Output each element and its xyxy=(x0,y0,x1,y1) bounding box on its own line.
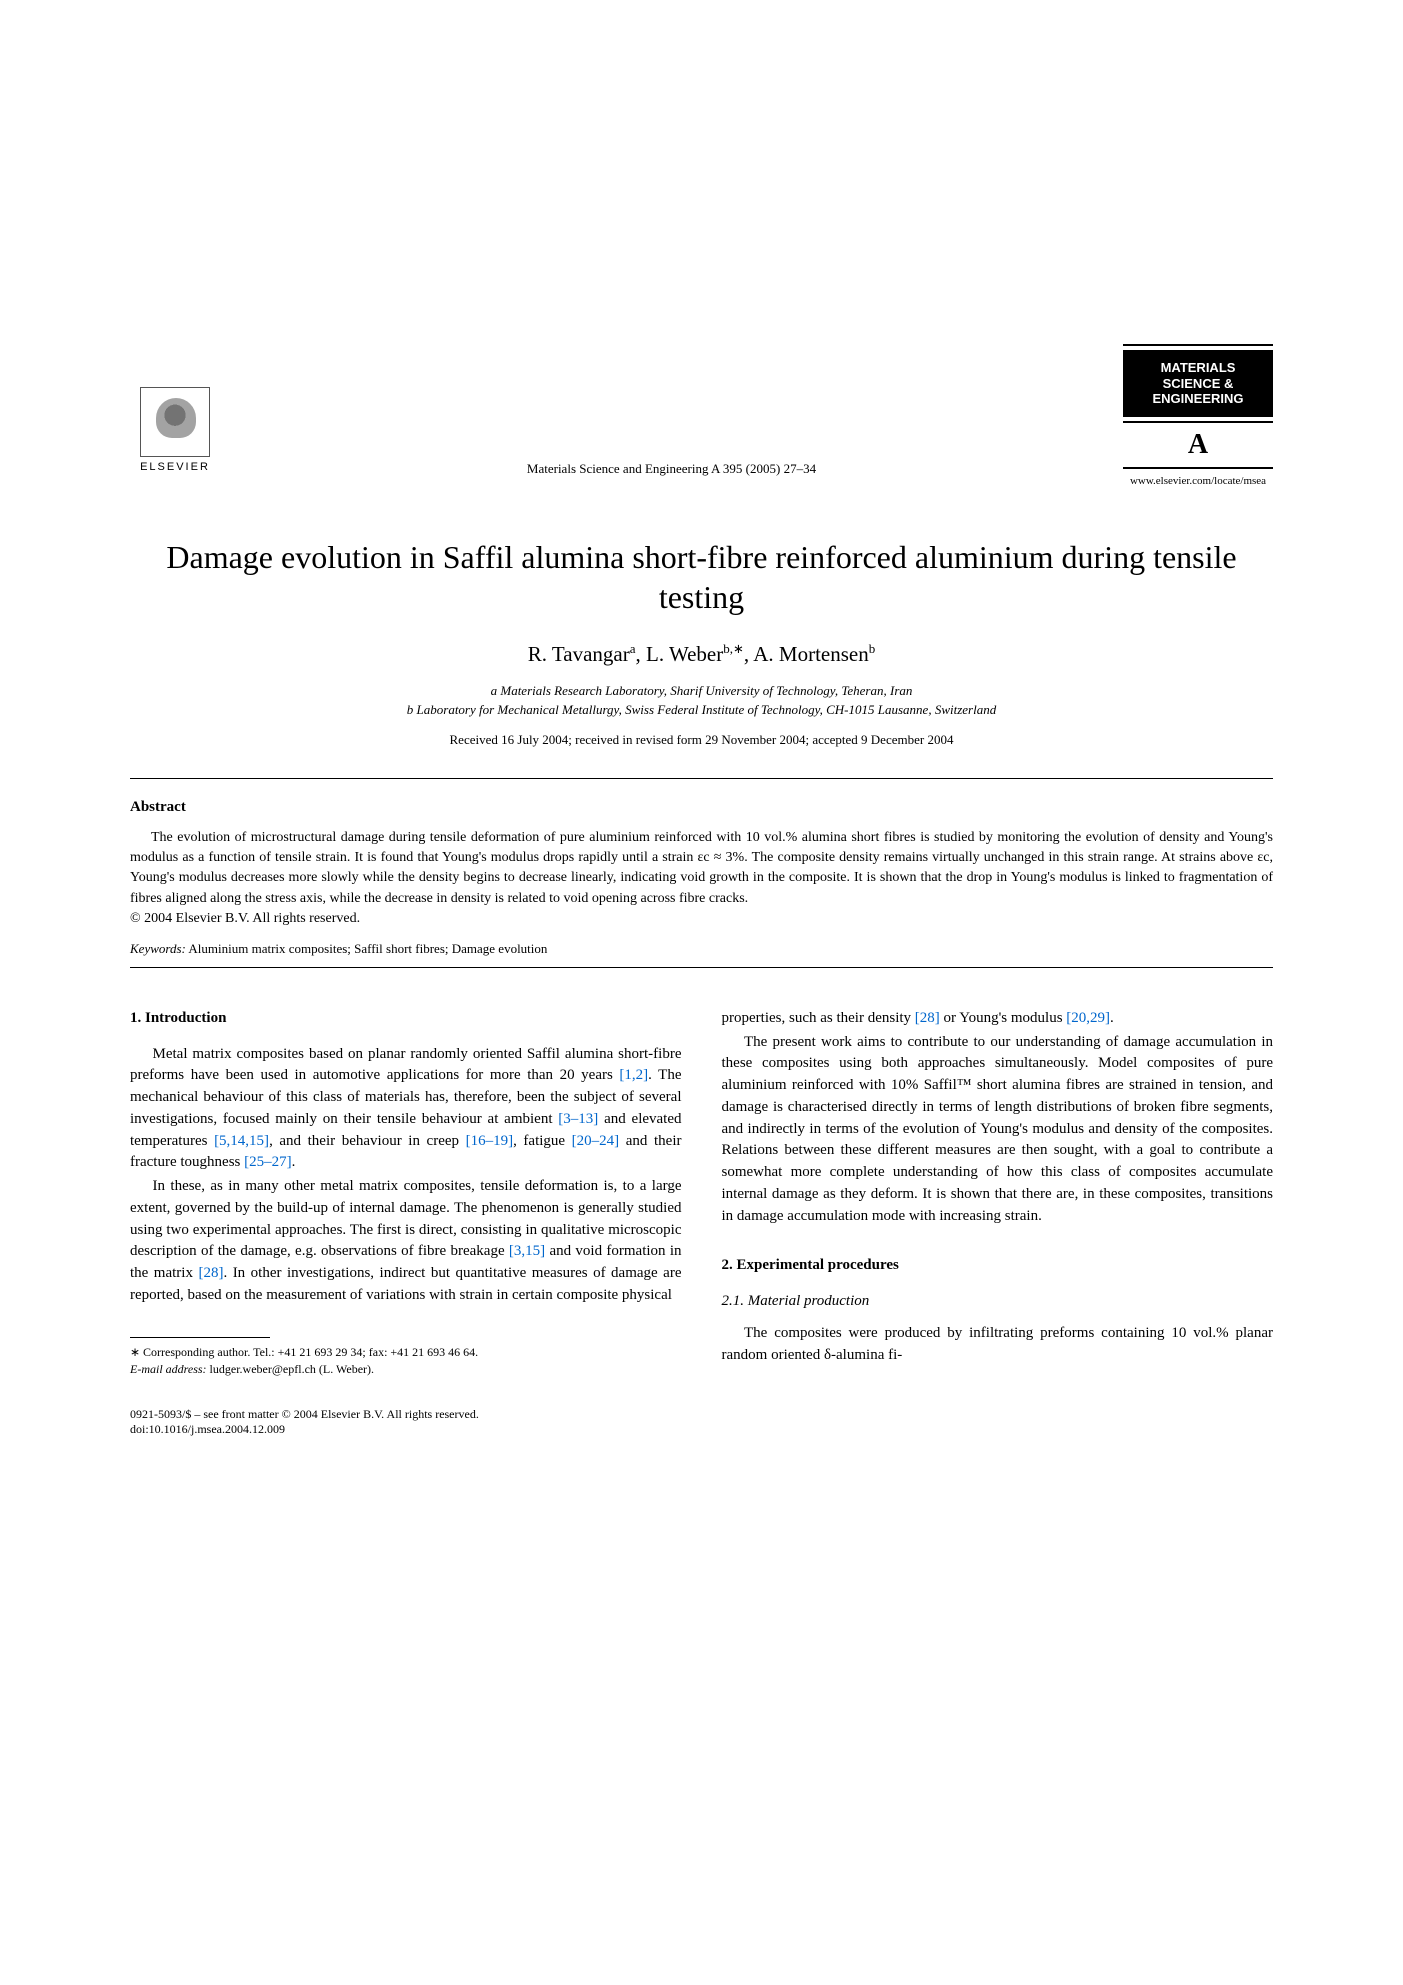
abstract-heading: Abstract xyxy=(130,799,1273,816)
abstract-text: The evolution of microstructural damage … xyxy=(130,828,1273,909)
affiliations: a Materials Research Laboratory, Sharif … xyxy=(130,681,1273,720)
copyright: © 2004 Elsevier B.V. All rights reserved… xyxy=(130,911,1273,927)
keywords: Keywords: Aluminium matrix composites; S… xyxy=(130,941,1273,957)
intro-para-1: Metal matrix composites based on planar … xyxy=(130,1044,682,1175)
journal-logo-letter: A xyxy=(1123,427,1273,463)
footer-line-2: doi:10.1016/j.msea.2004.12.009 xyxy=(130,1422,1273,1437)
email-footnote: E-mail address: ludger.weber@epfl.ch (L.… xyxy=(130,1361,682,1378)
journal-logo-line3: ENGINEERING xyxy=(1129,391,1267,407)
section-2-1-heading: 2.1. Material production xyxy=(722,1291,1274,1313)
exp-para-1: The composites were produced by infiltra… xyxy=(722,1323,1274,1367)
journal-logo-box: MATERIALS SCIENCE & ENGINEERING xyxy=(1123,350,1273,417)
left-column: 1. Introduction Metal matrix composites … xyxy=(130,1008,682,1377)
header-row: ELSEVIER Materials Science and Engineeri… xyxy=(130,340,1273,487)
keywords-text: Aluminium matrix composites; Saffil shor… xyxy=(186,941,548,956)
publisher-name: ELSEVIER xyxy=(140,461,210,473)
corresponding-footnote: ∗ Corresponding author. Tel.: +41 21 693… xyxy=(130,1344,682,1361)
footer-line-1: 0921-5093/$ – see front matter © 2004 El… xyxy=(130,1407,1273,1422)
footnote-rule xyxy=(130,1337,270,1338)
rule-top xyxy=(130,778,1273,779)
email-value: ludger.weber@epfl.ch (L. Weber). xyxy=(207,1362,374,1376)
journal-logo-line2: SCIENCE & xyxy=(1129,376,1267,392)
section-2-heading: 2. Experimental procedures xyxy=(722,1255,1274,1277)
intro-para-3: properties, such as their density [28] o… xyxy=(722,1008,1274,1030)
section-1-heading: 1. Introduction xyxy=(130,1008,682,1030)
journal-logo-line1: MATERIALS xyxy=(1129,360,1267,376)
footer: 0921-5093/$ – see front matter © 2004 El… xyxy=(130,1407,1273,1437)
journal-url: www.elsevier.com/locate/msea xyxy=(1123,475,1273,487)
affiliation-b: b Laboratory for Mechanical Metallurgy, … xyxy=(130,700,1273,720)
right-column: properties, such as their density [28] o… xyxy=(722,1008,1274,1377)
publisher-logo: ELSEVIER xyxy=(130,387,220,487)
elsevier-tree-icon xyxy=(140,387,210,457)
keywords-label: Keywords: xyxy=(130,941,186,956)
journal-logo: MATERIALS SCIENCE & ENGINEERING A www.el… xyxy=(1123,340,1273,487)
intro-para-2: In these, as in many other metal matrix … xyxy=(130,1176,682,1307)
article-title: Damage evolution in Saffil alumina short… xyxy=(130,537,1273,617)
affiliation-a: a Materials Research Laboratory, Sharif … xyxy=(130,681,1273,701)
journal-reference: Materials Science and Engineering A 395 … xyxy=(220,461,1123,487)
rule-bottom xyxy=(130,967,1273,968)
body-columns: 1. Introduction Metal matrix composites … xyxy=(130,1008,1273,1377)
intro-para-4: The present work aims to contribute to o… xyxy=(722,1032,1274,1228)
authors: R. Tavangara, L. Weberb,∗, A. Mortensenb xyxy=(130,641,1273,667)
article-dates: Received 16 July 2004; received in revis… xyxy=(130,732,1273,748)
email-label: E-mail address: xyxy=(130,1362,207,1376)
